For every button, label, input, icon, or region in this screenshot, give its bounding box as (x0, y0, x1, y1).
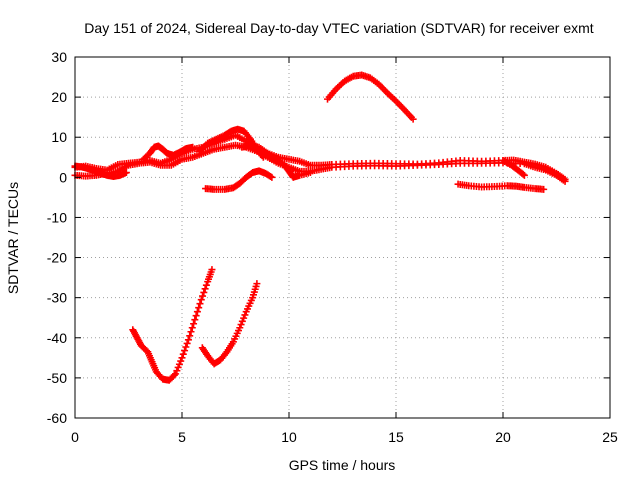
y-tick-label: -50 (47, 370, 67, 386)
y-tick-label: -30 (47, 290, 67, 306)
data-point (186, 332, 194, 340)
y-tick-label: -10 (47, 209, 67, 225)
y-tick-label: -20 (47, 250, 67, 266)
series-trace (71, 141, 569, 185)
series-trace (454, 180, 548, 193)
data-point (191, 316, 199, 324)
data-point (193, 308, 201, 316)
y-tick-label: 20 (51, 89, 67, 105)
data-point (202, 281, 210, 289)
data-point (170, 371, 178, 379)
data-point (195, 304, 203, 312)
data-point (177, 357, 185, 365)
data-point (188, 324, 196, 332)
data-point (192, 312, 200, 320)
data-series (71, 71, 569, 384)
data-point (540, 185, 548, 193)
series-trace (499, 156, 528, 179)
tick-labels: 0 5 10 15 20 25 -60 -50 -40 -30 -20 -10 0 10 20 30 (47, 49, 618, 445)
data-point (197, 296, 205, 304)
data-point (236, 324, 244, 332)
data-point (187, 328, 195, 336)
y-tick-label: 30 (51, 49, 67, 65)
series-trace (129, 266, 216, 384)
data-point (184, 336, 192, 344)
data-point (306, 169, 314, 177)
data-point (183, 339, 191, 347)
data-point (178, 354, 186, 362)
data-point (189, 143, 197, 151)
x-tick-label: 25 (602, 429, 618, 445)
data-point (174, 363, 182, 371)
data-point (200, 288, 208, 296)
series-trace (71, 162, 130, 181)
data-point (122, 169, 130, 177)
series-trace (202, 167, 276, 193)
data-point (196, 300, 204, 308)
series-trace (198, 280, 261, 368)
data-point (267, 173, 275, 181)
data-point (201, 285, 209, 293)
data-point (237, 321, 245, 329)
data-point (240, 314, 248, 322)
data-point (181, 347, 189, 355)
data-point (519, 170, 527, 178)
x-tick-label: 10 (281, 429, 297, 445)
data-point (520, 171, 528, 179)
data-point (253, 280, 261, 288)
chart-title: Day 151 of 2024, Sidereal Day-to-day VTE… (84, 20, 593, 36)
data-point (190, 320, 198, 328)
data-point (409, 115, 417, 123)
data-point (172, 370, 180, 378)
series-trace (139, 142, 197, 163)
data-point (208, 266, 216, 274)
x-tick-label: 0 (71, 429, 79, 445)
axis-ticks (74, 56, 611, 419)
data-point (175, 360, 183, 368)
x-tick-label: 5 (178, 429, 186, 445)
data-point (199, 292, 207, 300)
data-point (561, 177, 569, 185)
data-point (182, 343, 190, 351)
plot-frame (74, 56, 611, 419)
x-axis-label: GPS time / hours (289, 457, 396, 473)
series-trace (324, 71, 417, 123)
x-tick-label: 15 (388, 429, 404, 445)
y-tick-label: 0 (59, 169, 67, 185)
y-tick-label: -60 (47, 410, 67, 426)
data-point (259, 153, 267, 161)
data-point (173, 367, 181, 375)
series-trace (238, 141, 314, 181)
data-point (179, 350, 187, 358)
y-tick-label: 10 (51, 129, 67, 145)
data-point (238, 317, 246, 325)
y-tick-label: -40 (47, 330, 67, 346)
x-tick-label: 20 (495, 429, 511, 445)
data-point (241, 311, 249, 319)
data-point (268, 173, 276, 181)
y-axis-label: SDTVAR / TECUs (5, 182, 21, 294)
